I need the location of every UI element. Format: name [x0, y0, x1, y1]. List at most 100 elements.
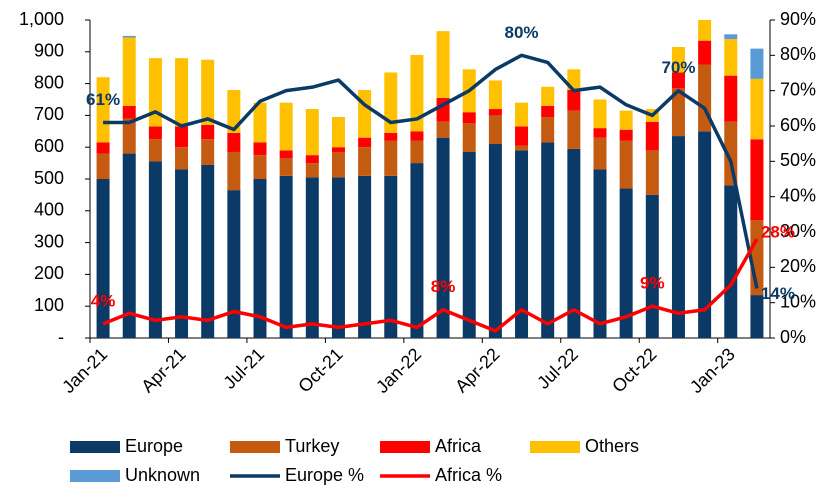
bar-segment — [358, 89, 372, 138]
legend-swatch — [230, 441, 280, 453]
bar-segment — [384, 175, 398, 338]
x-tick-label: Jan-22 — [372, 344, 425, 397]
bar-segment — [201, 164, 215, 338]
legend-label: Others — [585, 436, 639, 456]
x-tick-label: Oct-21 — [294, 344, 346, 396]
bar-segment — [410, 163, 424, 338]
bar-segment — [671, 72, 685, 89]
y-tick-label: 100 — [34, 295, 64, 315]
legend-label: Unknown — [125, 465, 200, 485]
bar-segment — [567, 148, 581, 338]
bar-segment — [593, 137, 607, 170]
x-tick-label: Jul-22 — [533, 344, 582, 393]
bar-segment — [698, 40, 712, 65]
data-label: 28% — [761, 223, 795, 242]
bar-segment — [541, 86, 555, 106]
x-tick-label: Jul-21 — [219, 344, 268, 393]
bar-segment — [279, 175, 293, 338]
legend-swatch — [70, 470, 120, 482]
data-label: 14% — [761, 284, 795, 303]
bar-segment — [515, 126, 529, 146]
legend-label: Europe — [125, 436, 183, 456]
bar-segment — [122, 153, 136, 338]
bar-segment — [305, 177, 319, 338]
y2-tick-label: 10% — [780, 291, 816, 311]
line-series — [103, 53, 759, 289]
data-label: 8% — [431, 277, 456, 296]
bar-segment — [750, 48, 764, 79]
bar-segment — [515, 102, 529, 127]
y-tick-label: 800 — [34, 72, 64, 92]
bar-segment — [645, 194, 659, 338]
bar-segment — [462, 151, 476, 338]
bar-segment — [436, 137, 450, 338]
y-tick-label: 700 — [34, 104, 64, 124]
bar-segment — [175, 58, 189, 127]
bar-segment — [227, 190, 241, 338]
bar-segment — [750, 139, 764, 221]
y-tick-label: 200 — [34, 263, 64, 283]
bar-segment — [201, 59, 215, 125]
bar-segment — [698, 131, 712, 338]
legend-label: Turkey — [285, 436, 339, 456]
bar-segment — [227, 132, 241, 152]
line-series — [102, 238, 759, 333]
bar-segment — [593, 169, 607, 338]
bar-segment — [96, 77, 110, 143]
y2-tick-label: 80% — [780, 44, 816, 64]
y-tick-label: 600 — [34, 136, 64, 156]
data-label: 61% — [86, 90, 120, 109]
bar-segment — [724, 34, 738, 40]
bar-segment — [201, 139, 215, 165]
bar-segment — [462, 112, 476, 124]
bar-segment — [619, 140, 633, 189]
bar-segment — [122, 118, 136, 154]
x-tick-label: Jan-21 — [58, 344, 111, 397]
bar-segment — [96, 142, 110, 154]
y2-tick-label: 90% — [780, 9, 816, 29]
data-label: 80% — [505, 23, 539, 42]
bar-segment — [305, 109, 319, 156]
y-tick-label: 300 — [34, 231, 64, 251]
bar-segment — [148, 126, 162, 140]
bar-segment — [488, 109, 502, 116]
y2-tick-label: 30% — [780, 221, 816, 241]
legend-swatch — [70, 441, 120, 453]
bar-segment — [358, 175, 372, 338]
bar-segment — [175, 147, 189, 170]
legend-swatch — [530, 441, 580, 453]
bar-segment — [384, 140, 398, 176]
bar-segment — [671, 88, 685, 137]
bar-segment — [593, 99, 607, 129]
y-tick-label: 1,000 — [19, 9, 64, 29]
y2-tick-label: 0% — [780, 327, 806, 347]
bar-segment — [410, 140, 424, 164]
bar-segment — [279, 102, 293, 151]
legend-label: Africa — [435, 436, 482, 456]
data-label: 4% — [91, 291, 116, 310]
bar-segment — [227, 151, 241, 191]
bar-segment — [279, 158, 293, 176]
bar-segment — [724, 185, 738, 338]
bar-segment — [305, 155, 319, 164]
bar-segment — [358, 137, 372, 148]
data-label: 70% — [661, 58, 695, 77]
bar-segment — [724, 39, 738, 76]
bar-segment — [619, 110, 633, 130]
y-tick-label: 400 — [34, 200, 64, 220]
bar-segment — [410, 54, 424, 132]
bar-segment — [671, 136, 685, 338]
x-tick-label: Apr-22 — [451, 344, 503, 396]
x-tick-label: Apr-21 — [137, 344, 189, 396]
bar-segment — [619, 129, 633, 141]
bar-segment — [541, 105, 555, 117]
bar-segment — [253, 102, 267, 143]
bar-segment — [331, 151, 345, 178]
legend-swatch — [380, 441, 430, 453]
data-label: 9% — [640, 274, 665, 293]
bar-segment — [384, 72, 398, 133]
bar-segment — [671, 47, 685, 73]
bar-segment — [750, 78, 764, 140]
y-tick-label: - — [58, 327, 64, 347]
y2-tick-label: 60% — [780, 115, 816, 135]
